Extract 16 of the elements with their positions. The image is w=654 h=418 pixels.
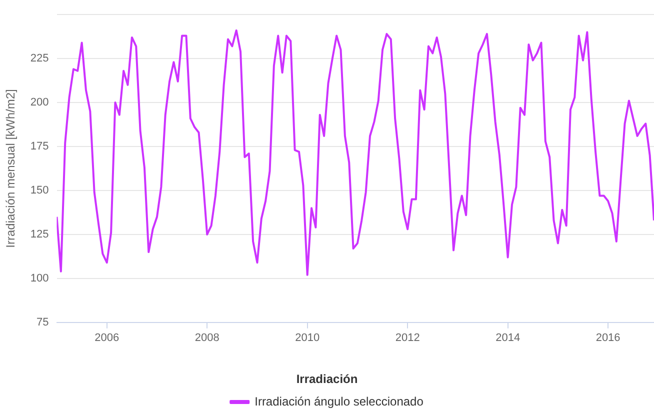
y-tick-label: 200 <box>30 96 49 109</box>
x-tick-label: 2014 <box>496 332 520 344</box>
legend-title: Irradiación <box>296 372 358 386</box>
x-tick-label: 2008 <box>194 332 220 344</box>
y-axis-title: Irradiación mensual [kWh/m2] <box>4 89 18 248</box>
y-tick-label: 125 <box>30 228 49 240</box>
y-tick-label: 175 <box>30 140 49 153</box>
x-tick-label: 2012 <box>395 332 420 344</box>
y-tick-label: 75 <box>36 316 49 328</box>
y-tick-label: 225 <box>30 52 49 65</box>
legend-label: Irradiación ángulo seleccionado <box>254 394 424 408</box>
y-tick-label: 100 <box>30 272 49 284</box>
x-tick-label: 2016 <box>596 332 620 344</box>
x-tick-label: 2006 <box>94 332 120 344</box>
x-tick-label: 2010 <box>295 332 320 344</box>
y-tick-label: 150 <box>30 184 49 197</box>
